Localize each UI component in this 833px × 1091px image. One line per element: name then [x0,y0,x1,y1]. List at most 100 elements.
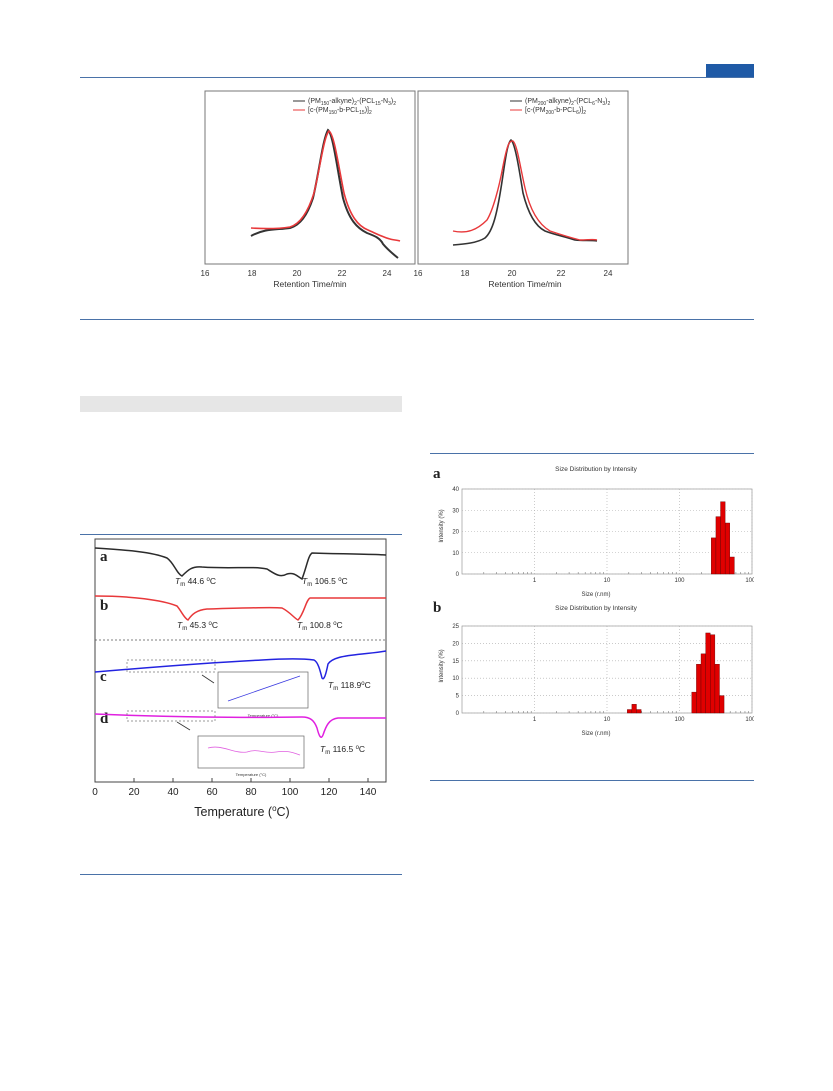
dsc-inset-c: Temperature (°C) [217,671,309,718]
bar [711,537,717,575]
tick-label: 20 [508,269,517,278]
dls-panel-a-grid [461,488,753,575]
dls-top-rule [430,453,754,454]
bar [720,501,726,575]
dsc-inset-c-arrow [201,674,215,684]
dsc-top-rule [80,534,402,535]
bar [724,522,730,575]
gpc-bottom-rule [80,319,754,320]
dsc-curve-b [94,595,386,621]
bar [719,695,725,714]
tick-label: 0 [456,572,460,578]
tick-label: 120 [321,787,338,798]
dsc-curve-d-letter: d [100,711,109,727]
tick-label: 16 [201,269,210,278]
bar [696,664,702,714]
tick-label: 100 [674,578,685,584]
tick-label: 40 [167,787,179,798]
bar [700,653,706,714]
tick-label: 0 [456,711,460,717]
dsc-inset-c-box [126,659,216,673]
dsc-curve-c-letter: c [100,669,107,685]
tick-label: 10 [452,551,459,557]
gpc-right-red-curve [452,140,598,241]
tick-label: 20 [452,530,459,536]
gpc-right-xticks: 16 18 20 22 24 [414,269,613,278]
tick-label: 40 [452,487,459,493]
dls-bottom-rule [430,780,754,781]
tick-label: 1000 [745,578,754,584]
dsc-curve-a-letter: a [100,549,108,565]
dls-panel-a-title: Size Distribution by Intensity [555,466,637,473]
tick-label: 1000 [745,717,754,723]
tick-label: 16 [414,269,423,278]
tick-label: 100 [674,717,685,723]
tick-label: 22 [338,269,347,278]
tick-label: 1 [533,717,537,723]
dls-panel-a-bars [711,501,735,575]
tick-label: 80 [245,787,257,798]
tick-label: 20 [452,641,459,647]
gpc-right-xlabel: Retention Time/min [488,279,561,289]
dsc-inset-d: Temperature (°C) [197,735,305,777]
dsc-frame [94,538,387,783]
tick-label: 1 [533,578,537,584]
dls-panel-b-bars [627,632,725,714]
gpc-right-legend: (PM200-alkyne)2-(PCL6-N3)2 [c-(PM200-b-P… [510,98,610,116]
bar [705,632,711,714]
dsc-curve-d [94,713,387,738]
tick-label: 22 [557,269,566,278]
tick-label: 5 [456,694,460,700]
bar [631,704,637,714]
tick-label: 100 [282,787,299,798]
dls-panel-a-axes: 0 10 20 30 40 1 10 100 1000 [452,487,754,584]
dsc-inset-d-box [126,710,216,722]
gpc-right-black-curve [452,138,598,246]
dls-panel-a-letter: a [433,466,441,482]
dls-panel-b-letter: b [433,600,441,616]
dsc-label-b2: Tm 100.8 oC [297,620,343,632]
tick-label: 10 [604,717,611,723]
gpc-right-frame [417,90,629,265]
tick-label: 10 [452,676,459,682]
gpc-right-legend-2: [c-(PM200-b-PCL6)]2 [525,107,586,116]
dls-figure: a Size Distribution by Intensity 0102030… [433,466,754,737]
tick-label: 24 [604,269,613,278]
tick-label: 20 [293,269,302,278]
dls-panel-a-xlabel: Size (r.nm) [581,592,610,598]
bar [729,556,735,575]
tick-label: 30 [452,508,459,514]
gpc-left-legend-1: (PM150-alkyne)2-(PCL15-N3)2 [308,98,396,107]
gpc-left-xticks: 16 18 20 22 24 [201,269,392,278]
dsc-inset-d-arrow [176,721,191,731]
dsc-label-a2: Tm 106.5 oC [302,576,348,588]
tick-label: 0 [92,787,98,798]
dsc-curve-a [94,547,387,581]
bar [636,709,642,714]
tick-label: 20 [128,787,140,798]
section-heading-bar [80,396,402,412]
dsc-label-a1: Tm 44.6 oC [175,576,216,588]
bar [691,691,697,714]
dls-panel-b-title: Size Distribution by Intensity [555,605,637,612]
dsc-xlabel: Temperature (oC) [194,804,289,819]
dsc-xticks: 0 20 40 60 80 100 120 140 [92,778,377,798]
bar [627,709,633,714]
dls-panel-b-axes: 0 5 10 15 20 25 1 10 100 1000 [452,624,754,723]
tick-label: 18 [248,269,257,278]
gpc-left-legend: (PM150-alkyne)2-(PCL15-N3)2 [c-(PM150-b-… [293,98,396,116]
dsc-figure: a Tm 44.6 oC Tm 106.5 oC b Tm 45.3 oC Tm… [92,538,387,819]
journal-color-tab [706,64,754,77]
bar [710,634,716,714]
dsc-bottom-rule [80,874,402,875]
dls-panel-a-ylabel: Intensity (%) [439,509,445,542]
gpc-figure: (PM150-alkyne)2-(PCL15-N3)2 [c-(PM150-b-… [201,90,629,289]
bar [715,516,721,575]
header-rule [80,77,754,78]
tick-label: 25 [452,624,459,630]
tick-label: 24 [383,269,392,278]
dsc-curve-b-letter: b [100,598,108,614]
bar [714,664,720,714]
gpc-left-frame [204,90,416,265]
tick-label: 10 [604,578,611,584]
